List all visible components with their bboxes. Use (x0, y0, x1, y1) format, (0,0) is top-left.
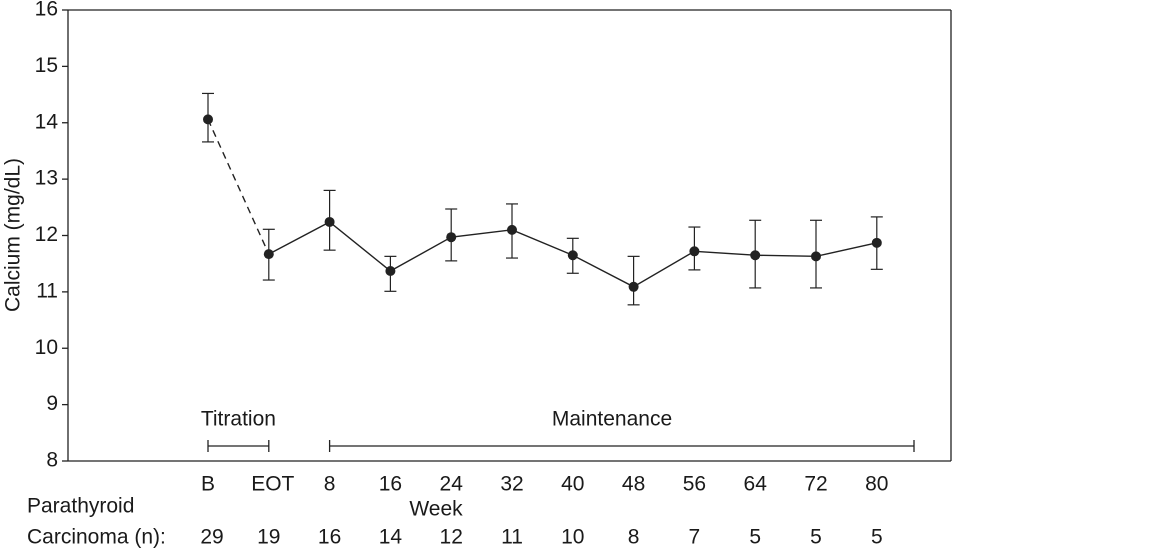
phase-label: Maintenance (552, 408, 672, 431)
point (203, 114, 213, 125)
x-axis-label: Week (409, 498, 463, 521)
point (385, 266, 396, 277)
n-value: 12 (440, 526, 463, 549)
n-value: 11 (501, 526, 523, 549)
x-tick-label: 24 (440, 473, 464, 496)
x-tick-label: 48 (622, 473, 645, 496)
y-tick-label: 14 (35, 110, 59, 133)
y-tick-label: 13 (35, 167, 58, 190)
n-value: 5 (871, 526, 883, 549)
y-tick-label: 10 (35, 336, 58, 359)
point (871, 237, 882, 248)
n-value: 5 (749, 526, 761, 549)
n-value: 5 (810, 526, 822, 549)
point (811, 251, 821, 262)
y-tick-label: 16 (35, 0, 58, 21)
y-tick-label: 9 (46, 392, 58, 415)
x-tick-label: 72 (804, 473, 827, 496)
n-value: 8 (628, 526, 640, 549)
n-value: 14 (379, 526, 403, 549)
n-label: Parathyroid (27, 495, 134, 518)
phase-label: Titration (201, 408, 276, 431)
y-tick-label: 15 (35, 54, 58, 77)
point (750, 250, 761, 261)
n-value: 19 (257, 526, 280, 549)
x-tick-label: 32 (500, 473, 523, 496)
n-value: 29 (200, 526, 223, 549)
point (628, 281, 639, 292)
x-tick-label: B (201, 473, 215, 496)
y-tick-label: 12 (35, 223, 58, 246)
x-tick-label: EOT (251, 473, 294, 496)
x-tick-label: 56 (683, 473, 706, 496)
y-tick-label: 11 (36, 279, 58, 302)
x-tick-label: 80 (865, 473, 888, 496)
point (567, 250, 578, 261)
n-value: 16 (318, 526, 341, 549)
x-tick-label: 40 (561, 473, 584, 496)
line-dashed (207, 119, 270, 255)
point (689, 246, 700, 257)
y-tick-label: 8 (46, 449, 58, 472)
y-axis-label: Calcium (mg/dL) (2, 158, 25, 312)
x-tick-label: 16 (379, 473, 402, 496)
point (507, 224, 517, 235)
point (324, 216, 335, 227)
x-tick-label: 8 (324, 473, 336, 496)
point (446, 232, 457, 243)
x-tick-label: 64 (744, 473, 768, 496)
n-label: Carcinoma (n): (27, 526, 166, 549)
point (263, 249, 274, 260)
n-value: 10 (561, 526, 584, 549)
n-value: 7 (689, 526, 701, 549)
